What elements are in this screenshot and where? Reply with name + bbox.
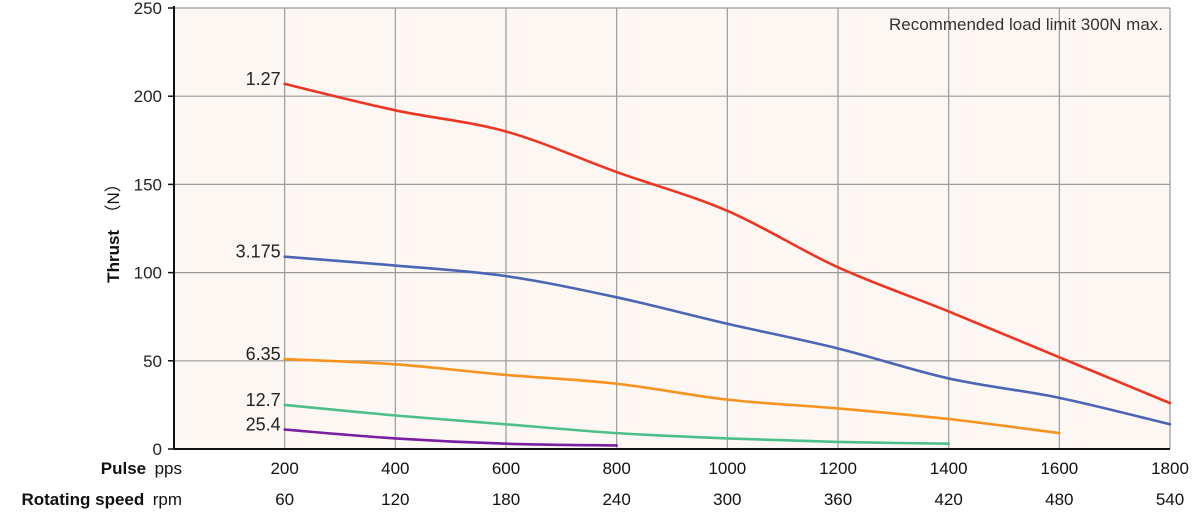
grid	[174, 7, 1171, 449]
series-layer	[283, 82, 1172, 447]
series-line-12-7	[283, 403, 950, 446]
x-tick-label-speed: 60	[275, 490, 294, 509]
axes: 0 50 100 150 200 250 200 60 400 120 600 180 800 240 10…	[134, 0, 1189, 509]
x-tick-label-pulse: 1000	[708, 459, 746, 478]
x-tick-label-speed: 180	[492, 490, 520, 509]
y-tick-label: 100	[134, 264, 162, 283]
x-tick-label-speed: 240	[602, 490, 630, 509]
series-line-1-27	[283, 82, 1172, 405]
y-axis-title-name: Thrust	[104, 230, 123, 283]
y-tick-label: 150	[134, 175, 162, 194]
y-tick-label: 0	[153, 440, 162, 459]
series-label-3-175: 3.175	[236, 242, 281, 262]
x-axis-title-pulse: Pulse pps	[101, 459, 182, 478]
x-tick-label-speed: 420	[934, 490, 962, 509]
load-limit-note: Recommended load limit 300N max.	[889, 15, 1163, 34]
series-label-12-7: 12.7	[246, 390, 281, 410]
x-axis-title-pulse-unit: pps	[155, 459, 182, 478]
x-tick-label-pulse: 1200	[819, 459, 857, 478]
x-axis-title-speed: Rotating speed rpm	[21, 490, 182, 509]
plot-background	[174, 8, 1170, 449]
x-tick-label-pulse: 1400	[930, 459, 968, 478]
y-tick-label: 50	[143, 352, 162, 371]
series-label-25-4: 25.4	[246, 415, 281, 435]
series-line-6-35	[283, 357, 1061, 435]
x-tick-label-pulse: 1800	[1151, 459, 1189, 478]
x-tick-label-speed: 120	[381, 490, 409, 509]
x-tick-label-speed: 300	[713, 490, 741, 509]
labels-layer: 1.27 3.175 6.35 12.7 25.4	[236, 69, 281, 435]
x-tick-label-speed: 360	[824, 490, 852, 509]
x-tick-label-speed: 480	[1045, 490, 1073, 509]
x-tick-label-pulse: 800	[602, 459, 630, 478]
y-tick-label: 200	[134, 87, 162, 106]
x-tick-label-speed: 540	[1156, 490, 1184, 509]
x-axis-title-speed-name: Rotating speed	[21, 490, 144, 509]
y-tick-label: 250	[134, 0, 162, 18]
series-label-1-27: 1.27	[246, 69, 281, 89]
x-axis-title-pulse-name: Pulse	[101, 459, 146, 478]
series-line-25-4	[283, 428, 618, 447]
x-axis-title-speed-unit: rpm	[153, 490, 182, 509]
x-tick-label-pulse: 200	[270, 459, 298, 478]
y-axis-title: Thrust （N）	[104, 175, 123, 283]
x-tick-label-pulse: 1600	[1040, 459, 1078, 478]
y-axis-title-unit: （N）	[104, 175, 123, 221]
series-line-3-175	[283, 255, 1172, 426]
series-label-6-35: 6.35	[246, 344, 281, 364]
x-tick-label-pulse: 600	[492, 459, 520, 478]
svg-text:Thrust （N）: Thrust （N）	[104, 175, 123, 283]
x-tick-label-pulse: 400	[381, 459, 409, 478]
